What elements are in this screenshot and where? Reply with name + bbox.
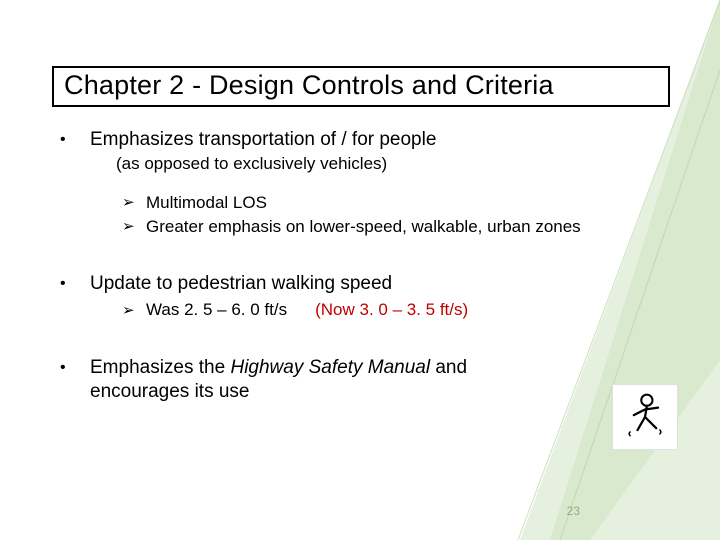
text-prefix: Emphasizes the (90, 357, 230, 378)
arrow-list: ➢ Multimodal LOS ➢ Greater emphasis on l… (122, 192, 670, 238)
arrow-icon: ➢ (122, 300, 146, 322)
arrow-icon: ➢ (122, 192, 146, 214)
chapter-title-box: Chapter 2 - Design Controls and Criteria (52, 66, 670, 107)
bullet-text: Emphasizes transportation of / for peopl… (90, 128, 436, 152)
speed-new: (Now 3. 0 – 3. 5 ft/s) (315, 300, 468, 320)
bullet-item: • Emphasizes the Highway Safety Manual a… (60, 356, 670, 404)
bullet-marker: • (60, 128, 90, 152)
bullet-marker: • (60, 356, 90, 380)
speed-comparison: ➢ Was 2. 5 – 6. 0 ft/s (Now 3. 0 – 3. 5 … (122, 300, 670, 322)
bullet-item: • Emphasizes transportation of / for peo… (60, 128, 670, 152)
bullet-item: • Update to pedestrian walking speed (60, 272, 670, 296)
arrow-item: ➢ Greater emphasis on lower-speed, walka… (122, 216, 670, 238)
bullet-text: Emphasizes the Highway Safety Manual and… (90, 356, 520, 404)
arrow-icon: ➢ (122, 216, 146, 238)
bullet-marker: • (60, 272, 90, 296)
text-italic: Highway Safety Manual (230, 357, 430, 378)
arrow-item: ➢ Multimodal LOS (122, 192, 670, 214)
page-number: 23 (567, 504, 580, 518)
arrow-text: Greater emphasis on lower-speed, walkabl… (146, 216, 581, 238)
walking-person-icon (612, 384, 678, 450)
bullet-text: Update to pedestrian walking speed (90, 272, 392, 296)
arrow-text: Multimodal LOS (146, 192, 267, 214)
slide-content: • Emphasizes transportation of / for peo… (60, 128, 670, 406)
chapter-title: Chapter 2 - Design Controls and Criteria (64, 70, 658, 101)
speed-old: Was 2. 5 – 6. 0 ft/s (146, 300, 287, 320)
bullet-subtext: (as opposed to exclusively vehicles) (116, 154, 670, 174)
